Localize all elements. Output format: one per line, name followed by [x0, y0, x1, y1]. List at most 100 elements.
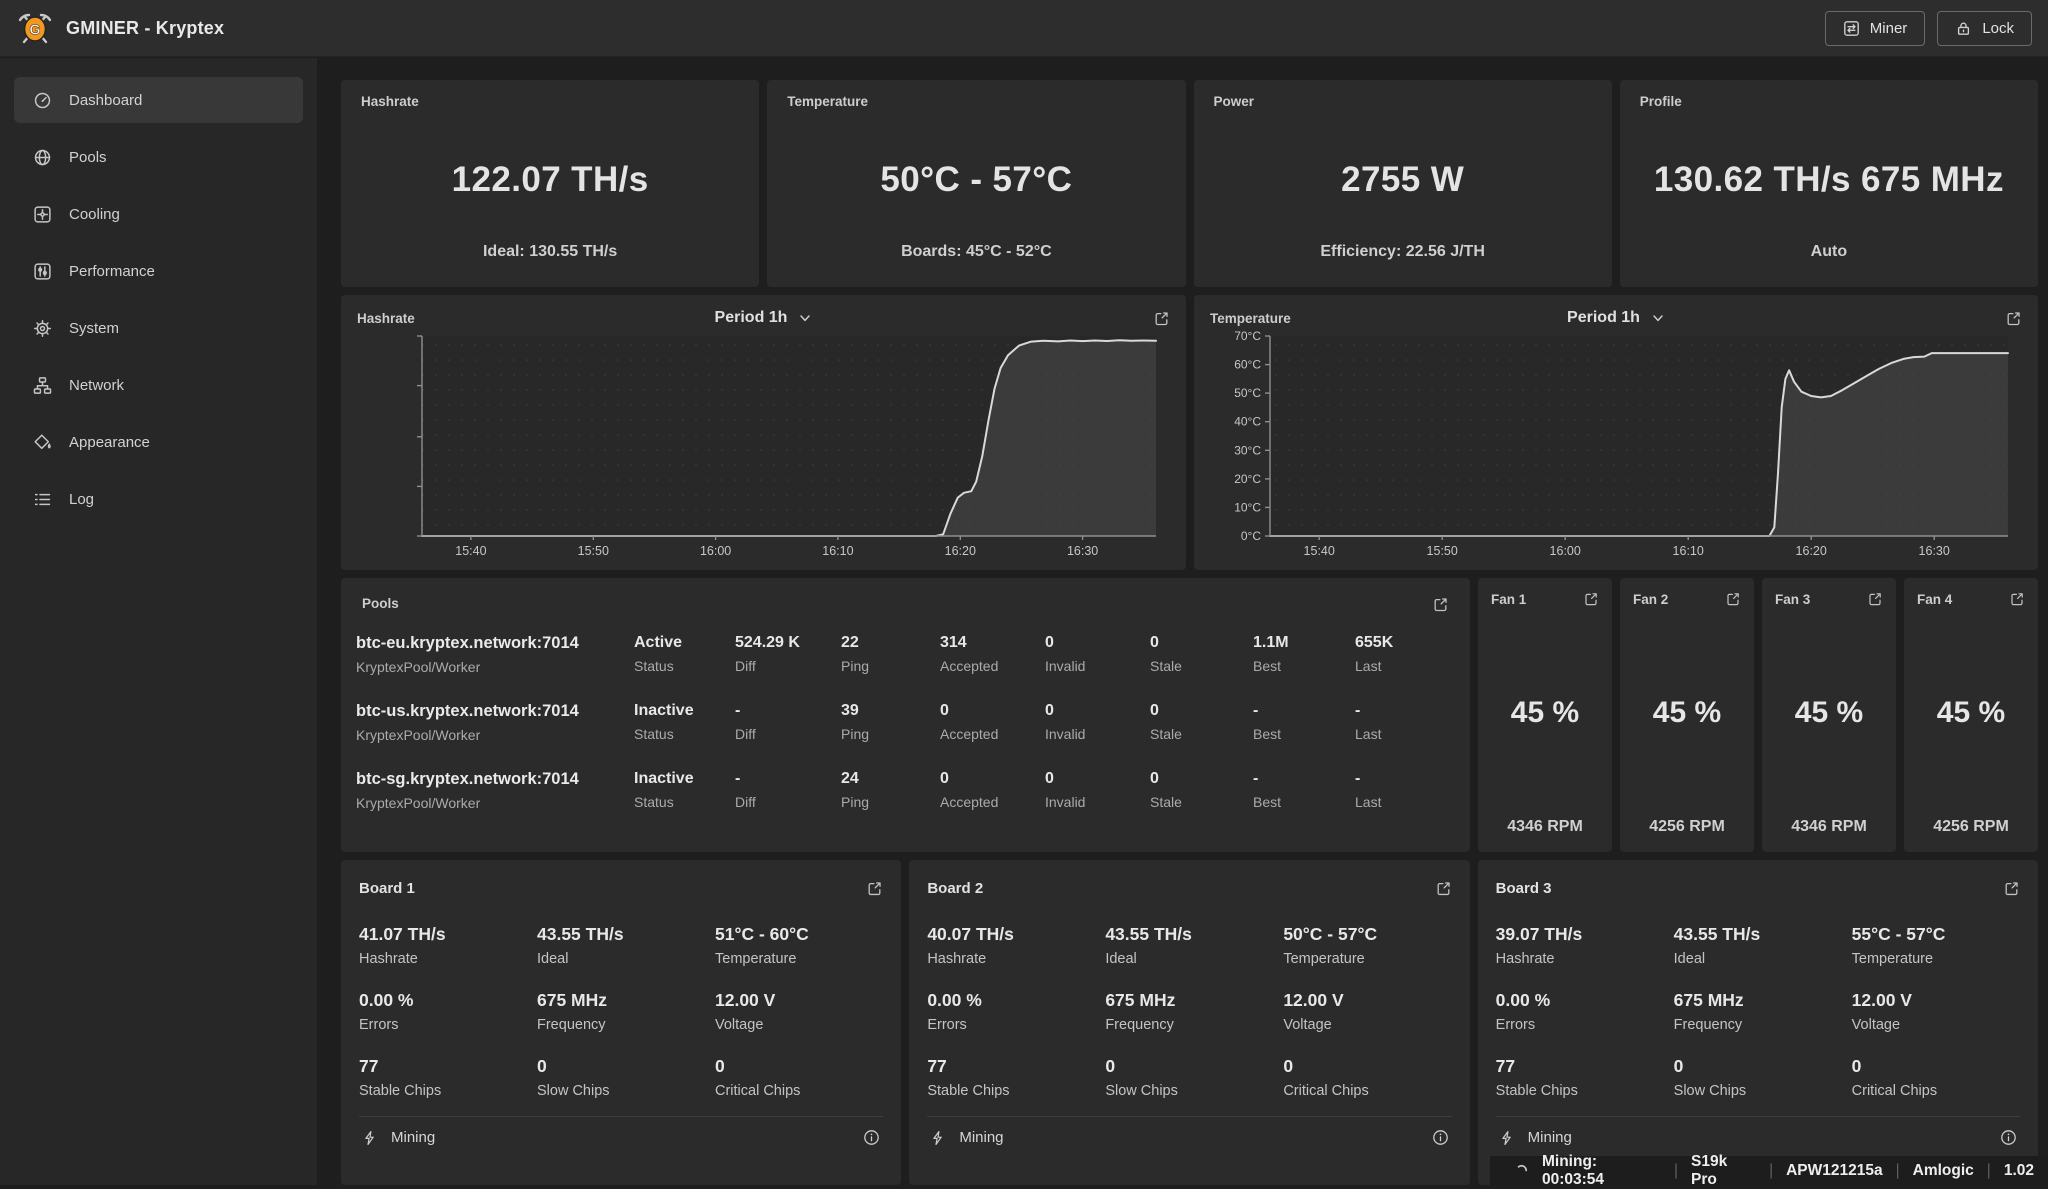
- sidebar-item[interactable]: Cooling: [14, 191, 303, 237]
- status-separator: |: [1986, 1161, 1991, 1179]
- stat-label: Hashrate: [361, 94, 419, 109]
- chart-svg: 15:40 15:50 16:00 16:10 16:20 16:30: [417, 335, 1157, 558]
- external-link-icon[interactable]: [2009, 591, 2025, 607]
- svg-text:40°C: 40°C: [1234, 415, 1261, 429]
- sidebar-item[interactable]: Appearance: [14, 419, 303, 465]
- sidebar-item[interactable]: System: [14, 305, 303, 351]
- info-icon[interactable]: [1432, 1129, 1449, 1146]
- stat-value: 50°C - 57°C: [880, 160, 1073, 199]
- stat-card: Power 2755 W Efficiency: 22.56 J/TH: [1193, 80, 1612, 287]
- stat-subtext: Auto: [1810, 243, 1848, 260]
- pool-url: btc-us.kryptex.network:7014: [356, 702, 579, 720]
- board-temperature-value: 50°C - 57°C: [1283, 924, 1378, 944]
- svg-text:16:10: 16:10: [822, 544, 853, 558]
- board-card: Board 3 39.07 TH/s Hashrate 43.55 TH/s Ide…: [1477, 860, 2038, 1185]
- svg-text:0°C: 0°C: [1241, 529, 1261, 543]
- pool-best-value: 1.1M: [1253, 634, 1289, 651]
- sidebar-item-label: Pools: [69, 148, 107, 166]
- external-link-icon[interactable]: [866, 880, 883, 897]
- external-link-icon[interactable]: [1435, 880, 1452, 897]
- fan-card: Fan 4 45 % 4256 RPM: [1904, 578, 2038, 852]
- chevron-down-icon: [798, 311, 812, 325]
- sidebar-item[interactable]: Dashboard: [14, 77, 303, 123]
- pool-best-label: Best: [1253, 794, 1282, 810]
- svg-text:15:40: 15:40: [455, 544, 486, 558]
- app-title: GMINER - Kryptex: [66, 17, 225, 38]
- external-link-icon[interactable]: [2003, 880, 2020, 897]
- svg-text:50°C: 50°C: [1234, 386, 1261, 400]
- period-dropdown[interactable]: Period 1h: [1567, 309, 1665, 327]
- pool-last-value: -: [1355, 770, 1361, 787]
- pool-ping-value: 24: [841, 770, 859, 787]
- pool-best-value: -: [1253, 770, 1259, 787]
- sidebar-item[interactable]: Log: [14, 476, 303, 522]
- chart-header: Hashrate Period 1h: [357, 309, 1170, 327]
- pool-best-value: -: [1253, 702, 1259, 719]
- pool-worker: KryptexPool/Worker: [356, 795, 481, 811]
- pool-stale-value: 0: [1150, 702, 1159, 719]
- pool-ping-label: Ping: [841, 794, 870, 810]
- external-link-icon[interactable]: [1583, 591, 1599, 607]
- board-mode-label: Mining: [1527, 1129, 1572, 1146]
- lock-button[interactable]: Lock: [1937, 10, 2032, 46]
- sidebar-item-label: System: [69, 319, 120, 337]
- charts-row: Hashrate Period 1h: [341, 295, 2038, 570]
- external-link-icon[interactable]: [1432, 596, 1449, 613]
- stat-subtext: Boards: 45°C - 52°C: [901, 243, 1052, 260]
- external-link-icon[interactable]: [1725, 591, 1741, 607]
- board-slow-chips-value: 0: [537, 1056, 547, 1076]
- period-dropdown[interactable]: Period 1h: [715, 309, 813, 327]
- board-critical-chips-label: Critical Chips: [1851, 1083, 1938, 1099]
- status-item: Mining: 00:03:54: [1542, 1152, 1605, 1188]
- pool-accepted-label: Accepted: [940, 726, 999, 742]
- board-slow-chips-label: Slow Chips: [1673, 1083, 1747, 1099]
- pool-diff-label: Diff: [735, 726, 756, 742]
- sidebar-item[interactable]: Performance: [14, 248, 303, 294]
- chart-svg: 0°C 10°C 20°C 30°C 40°C 50°C 60°C 70°C 15:40 15:5…: [1234, 329, 2009, 558]
- board-slow-chips-label: Slow Chips: [1105, 1083, 1178, 1099]
- fan-card: Fan 2 45 % 4256 RPM: [1620, 578, 1754, 852]
- chart-plot-area: 0°C 10°C 20°C 30°C 40°C 50°C 60°C 70°C 15:40 15:5…: [1210, 329, 2022, 566]
- fan-title: Fan 1: [1491, 591, 1527, 607]
- status-item: APW121215a: [1786, 1161, 1883, 1179]
- board-footer: Mining: [1495, 1116, 2020, 1158]
- board-card: Board 2 40.07 TH/s Hashrate 43.55 TH/s Ide…: [909, 860, 1470, 1185]
- info-icon[interactable]: [863, 1129, 880, 1146]
- pool-best-label: Best: [1253, 658, 1282, 674]
- board-voltage-label: Voltage: [715, 1017, 764, 1033]
- fan-rpm: 4346 RPM: [1791, 818, 1867, 835]
- external-link-icon[interactable]: [1153, 310, 1170, 327]
- board-hashrate-value: 39.07 TH/s: [1495, 924, 1583, 944]
- info-icon[interactable]: [2000, 1129, 2017, 1146]
- sidebar-item[interactable]: Network: [14, 362, 303, 408]
- board-temperature-label: Temperature: [715, 951, 797, 967]
- svg-text:60°C: 60°C: [1234, 358, 1261, 372]
- pool-stale-label: Stale: [1150, 658, 1182, 674]
- pool-stale-label: Stale: [1150, 726, 1182, 742]
- svg-text:16:30: 16:30: [1067, 544, 1098, 558]
- sidebar-item[interactable]: Pools: [14, 134, 303, 180]
- pool-stale-label: Stale: [1150, 794, 1182, 810]
- svg-text:G: G: [29, 23, 40, 39]
- board-voltage-label: Voltage: [1851, 1017, 1901, 1033]
- board-temperature-value: 51°C - 60°C: [715, 924, 809, 944]
- board-voltage-value: 12.00 V: [1851, 990, 1912, 1010]
- status-separator: |: [1674, 1161, 1679, 1179]
- board-errors-value: 0.00 %: [927, 990, 982, 1010]
- stat-value: 122.07 TH/s: [451, 160, 649, 199]
- pool-status-value: Active: [634, 634, 683, 651]
- sidebar-item-label: Dashboard: [69, 91, 143, 109]
- board-title: Board 2: [927, 880, 984, 897]
- pool-ping-label: Ping: [841, 658, 870, 674]
- status-item: S19k Pro: [1691, 1152, 1728, 1188]
- external-link-icon[interactable]: [1867, 591, 1883, 607]
- period-label: Period 1h: [714, 309, 788, 326]
- sidebar-item-label: Appearance: [69, 433, 150, 451]
- board-stable-chips-value: 77: [1495, 1056, 1516, 1076]
- pool-invalid-value: 0: [1045, 702, 1054, 719]
- sidebar-item-label: Cooling: [69, 205, 120, 223]
- miner-button[interactable]: Miner: [1824, 10, 1926, 46]
- stat-value: 130.62 TH/s 675 MHz: [1653, 160, 2004, 199]
- external-link-icon[interactable]: [2005, 310, 2022, 327]
- board-footer: Mining: [359, 1116, 884, 1158]
